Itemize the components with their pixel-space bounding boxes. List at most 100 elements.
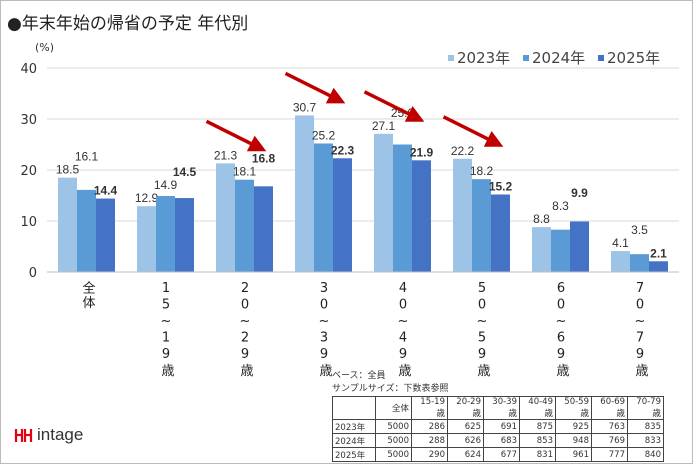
- table-row: 2025年 5000 290 624 677 831 961 777 840: [332, 447, 664, 462]
- legend-label: 2023年: [457, 49, 510, 67]
- bar-2023年: [453, 158, 472, 272]
- bar-2024年: [551, 229, 570, 272]
- x-tick-label: 40~49歳: [395, 281, 411, 378]
- data-label: 22.3: [331, 143, 355, 157]
- table-cell: 5000: [375, 447, 412, 462]
- table-cell: 50-59歳: [555, 396, 592, 420]
- legend-label: 2025年: [607, 49, 660, 67]
- data-label: 22.2: [451, 144, 475, 158]
- table-cell: [332, 396, 376, 420]
- data-label: 8.3: [552, 199, 569, 213]
- bar-2025年: [649, 261, 668, 272]
- table-cell: 5000: [375, 433, 412, 448]
- bar-2023年: [137, 206, 156, 272]
- data-label: 3.5: [631, 223, 648, 237]
- table-cell: 875: [519, 419, 556, 434]
- bar-2024年: [393, 144, 412, 272]
- base-note: ベース：全員: [332, 371, 386, 381]
- data-label: 18.1: [233, 165, 257, 179]
- table-cell: 286: [411, 419, 448, 434]
- bar-2025年: [175, 198, 194, 272]
- legend-swatch: [523, 55, 529, 61]
- bar-2025年: [254, 186, 273, 272]
- bar-2024年: [314, 143, 333, 272]
- table-cell: 625: [447, 419, 484, 434]
- table-cell: 40-49歳: [519, 396, 556, 420]
- table-cell: 925: [555, 419, 592, 434]
- table-cell: 677: [483, 447, 520, 462]
- bar-2023年: [58, 177, 77, 272]
- table-cell: 683: [483, 433, 520, 448]
- bar-2024年: [235, 179, 254, 272]
- table-cell: 833: [627, 433, 664, 448]
- table-cell: 2024年: [332, 433, 376, 448]
- trend-arrow: [284, 71, 346, 104]
- table-cell: 769: [591, 433, 628, 448]
- data-label: 21.3: [214, 148, 238, 162]
- trend-arrow: [205, 119, 267, 152]
- data-label: 16.1: [75, 150, 99, 164]
- sample-size-table: 全体 15-19歳 20-29歳 30-39歳 40-49歳 50-59歳 60-69歳 70…: [332, 396, 664, 462]
- x-tick-label: 15~19歳: [158, 281, 174, 378]
- y-tick-label: 20: [20, 164, 37, 179]
- x-tick-label: 20~29歳: [237, 281, 253, 378]
- table-cell: 15-19歳: [411, 396, 448, 420]
- notes: ベース：全員 サンプルサイズ：下数表参照: [332, 370, 448, 396]
- x-tick-label: 全体: [79, 281, 95, 310]
- table-cell: 777: [591, 447, 628, 462]
- table-cell: 288: [411, 433, 448, 448]
- legend-label: 2024年: [532, 49, 585, 67]
- x-tick-label: 60~69歳: [553, 281, 569, 378]
- bar-2023年: [374, 133, 393, 272]
- table-cell: 70-79歳: [627, 396, 664, 420]
- table-cell: 948: [555, 433, 592, 448]
- table-cell: 835: [627, 419, 664, 434]
- table-cell: 30-39歳: [483, 396, 520, 420]
- table-cell: 5000: [375, 419, 412, 434]
- data-label: 21.9: [410, 145, 434, 159]
- table-cell: 60-69歳: [591, 396, 628, 420]
- data-label: 14.9: [154, 178, 178, 192]
- data-label: 18.5: [56, 163, 80, 177]
- bar-chart: (%) 0 10 20 30 40 18.516.1 14.4 12.914.914.5 21.3…: [20, 41, 679, 281]
- table-row: 2024年 5000 288 626 683 853 948 769 833: [332, 433, 664, 448]
- bar-2023年: [216, 163, 235, 272]
- bar-2025年: [333, 158, 352, 272]
- legend-swatch: [448, 55, 454, 61]
- bar-2024年: [77, 189, 96, 272]
- table-cell: 763: [591, 419, 628, 434]
- legend-swatch: [598, 55, 604, 61]
- table-cell: 2025年: [332, 447, 376, 462]
- data-label: 18.2: [470, 164, 494, 178]
- table-cell: 20-29歳: [447, 396, 484, 420]
- bar-2023年: [611, 251, 630, 272]
- table-cell: 961: [555, 447, 592, 462]
- table-cell: 831: [519, 447, 556, 462]
- data-label: 27.1: [372, 119, 396, 133]
- data-label: 14.5: [173, 165, 197, 179]
- sample-note: サンプルサイズ：下数表参照: [332, 384, 449, 394]
- y-tick-label: 30: [20, 113, 37, 128]
- table-cell: 626: [447, 433, 484, 448]
- x-tick-label: 50~59歳: [474, 281, 490, 378]
- bar-2023年: [295, 115, 314, 273]
- data-label: 8.8: [533, 212, 550, 226]
- bar-2025年: [491, 194, 510, 272]
- bar-2025年: [96, 198, 115, 272]
- intage-logo: intage: [13, 425, 83, 445]
- data-label: 15.2: [489, 179, 513, 193]
- intage-logo-icon: [14, 429, 33, 442]
- table-cell: 全体: [375, 396, 412, 420]
- bar-2025年: [412, 160, 431, 272]
- table-cell: 624: [447, 447, 484, 462]
- table-cell: 840: [627, 447, 664, 462]
- y-axis-label: (%): [35, 41, 54, 54]
- table-cell: 691: [483, 419, 520, 434]
- data-label: 9.9: [571, 186, 588, 200]
- table-cell: 2023年: [332, 419, 376, 434]
- bar-2024年: [156, 196, 175, 272]
- table-cell: 290: [411, 447, 448, 462]
- bar-2024年: [630, 254, 649, 272]
- y-tick-label: 10: [20, 215, 37, 230]
- bar-2025年: [570, 221, 589, 272]
